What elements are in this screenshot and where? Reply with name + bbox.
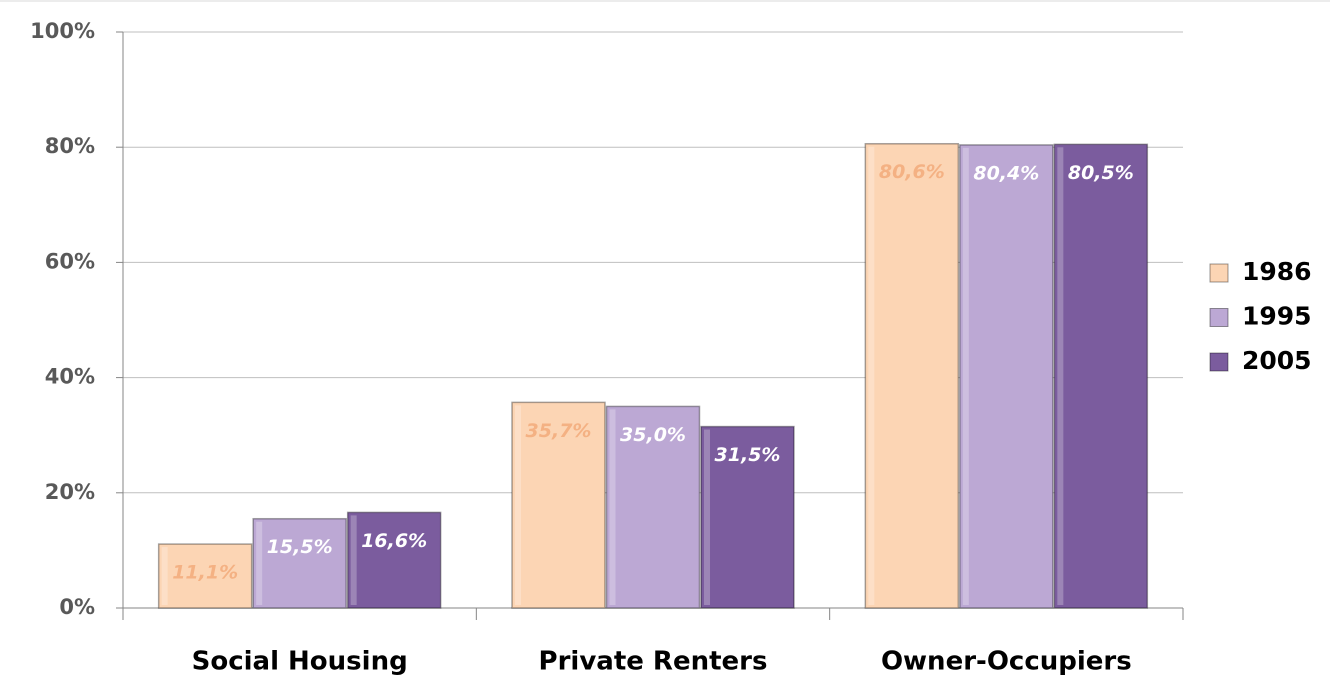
value-label: 11,1% bbox=[172, 562, 238, 584]
value-label: 35,0% bbox=[620, 424, 686, 446]
y-tick-label: 80% bbox=[45, 134, 95, 158]
bar-highlight bbox=[256, 521, 263, 605]
value-label: 15,5% bbox=[267, 536, 333, 558]
legend-label: 1986 bbox=[1242, 257, 1312, 286]
value-label: 80,6% bbox=[879, 161, 945, 183]
bar bbox=[511, 401, 606, 609]
legend-label: 1995 bbox=[1242, 302, 1312, 331]
x-tick-label: Social Housing bbox=[192, 647, 408, 677]
value-label: 35,7% bbox=[526, 420, 592, 442]
bar bbox=[252, 517, 347, 609]
bar bbox=[157, 543, 253, 609]
bar bbox=[605, 405, 701, 609]
value-label: 31,5% bbox=[715, 444, 781, 466]
bar bbox=[346, 511, 442, 609]
y-tick-label: 100% bbox=[30, 19, 95, 43]
bar bbox=[1053, 143, 1149, 609]
legend-swatch bbox=[1209, 308, 1229, 327]
bar-highlight bbox=[515, 405, 521, 605]
bar bbox=[700, 425, 795, 609]
bar-highlight bbox=[962, 147, 969, 605]
bar-highlight bbox=[868, 146, 875, 605]
bar-highlight bbox=[704, 429, 710, 605]
y-tick-label: 0% bbox=[59, 595, 95, 619]
legend-swatch bbox=[1209, 352, 1229, 372]
value-label: 80,4% bbox=[973, 162, 1039, 184]
bar bbox=[959, 144, 1054, 609]
bar bbox=[864, 142, 960, 609]
bar-highlight bbox=[350, 515, 357, 605]
bar-highlight bbox=[609, 409, 616, 605]
x-tick-label: Private Renters bbox=[539, 647, 768, 677]
legend-swatch bbox=[1209, 263, 1229, 283]
y-tick-label: 40% bbox=[45, 365, 95, 389]
bar-highlight bbox=[1057, 147, 1064, 605]
y-tick-label: 20% bbox=[45, 480, 95, 504]
legend-label: 2005 bbox=[1242, 346, 1312, 375]
value-label: 80,5% bbox=[1068, 162, 1134, 184]
x-tick-label: Owner-Occupiers bbox=[881, 647, 1132, 677]
value-label: 16,6% bbox=[361, 530, 427, 552]
y-tick-label: 60% bbox=[45, 249, 95, 273]
bar-highlight bbox=[161, 547, 168, 605]
